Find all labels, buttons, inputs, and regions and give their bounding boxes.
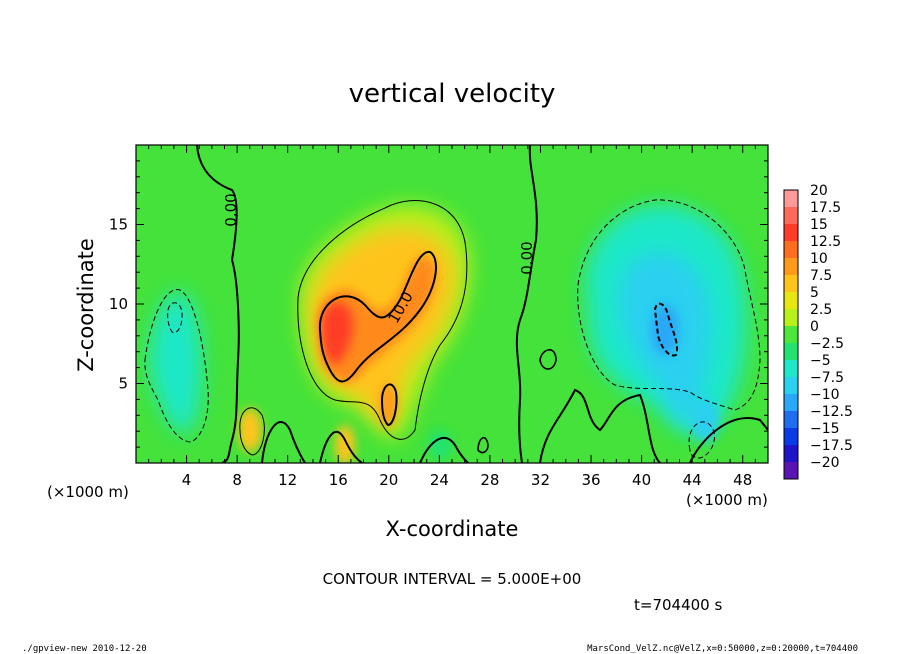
- contour-ten: [318, 251, 437, 383]
- contour-zero-bottom-2: [689, 417, 768, 463]
- colorbar-label: −2.5: [810, 336, 844, 352]
- colorbar-label: 7.5: [810, 268, 832, 284]
- z-tick-label: 5: [118, 375, 128, 393]
- x-tick-label: 40: [632, 471, 651, 489]
- colorbar-swatch: [784, 343, 798, 360]
- z-tick-label: 15: [109, 216, 128, 234]
- colorbar-label: 0: [810, 319, 819, 335]
- x-tick-label: 32: [531, 471, 550, 489]
- contour-neg-ten-east: [653, 302, 678, 357]
- x-tick-label: 28: [480, 471, 499, 489]
- colorbar-swatch: [784, 241, 798, 258]
- x-tick-label: 48: [733, 471, 752, 489]
- plot-area: 0.00 0.00 10.0: [136, 145, 768, 463]
- colorbar-label: −17.5: [810, 438, 853, 454]
- colorbar-frame: [783, 189, 799, 480]
- x-tick-label: 16: [329, 471, 348, 489]
- y-axis-label: Z-coordinate: [74, 238, 98, 372]
- x-tick-label: 36: [581, 471, 600, 489]
- colorbar-label: −7.5: [810, 370, 844, 386]
- downdraft-east-lower: [691, 398, 719, 442]
- contour-zero-base-mid: [319, 430, 363, 463]
- contour-neg-ten-west: [167, 302, 183, 334]
- colorbar-swatch: [784, 207, 798, 224]
- chart-title: vertical velocity: [349, 79, 556, 109]
- contour-zero-loop-2: [539, 349, 557, 370]
- colorbar-swatch: [784, 462, 798, 479]
- colorbar-label: 20: [810, 183, 828, 199]
- contour-zero-right: [515, 145, 538, 463]
- z-tick-label: 10: [109, 295, 128, 313]
- colorbar-label: 10: [810, 251, 828, 267]
- downdraft-field: [149, 204, 747, 460]
- x-tick-label: 4: [182, 471, 192, 489]
- contour-ten-small: [380, 383, 398, 427]
- updraft-core: [321, 302, 353, 365]
- colorbar-swatch: [784, 445, 798, 462]
- colorbar-swatch: [784, 428, 798, 445]
- z-axis: 5 10 15: [109, 160, 768, 448]
- footer-right: MarsCond_VelZ.nc@VelZ,x=0:50000,z=0:2000…: [587, 644, 858, 654]
- contour-label-left: 0.00: [222, 193, 240, 226]
- contour-zero-base-left: [261, 421, 306, 463]
- x-tick-label: 44: [683, 471, 702, 489]
- small-updraft-3: [335, 425, 355, 463]
- x-tick-label: 24: [430, 471, 449, 489]
- contour-interval-text: CONTOUR INTERVAL = 5.000E+00: [323, 570, 582, 588]
- colorbar-label: 17.5: [810, 200, 841, 216]
- x-unit-label-right: (×1000 m): [686, 491, 768, 509]
- contour-zero-left: [196, 145, 240, 463]
- colorbar-swatch: [784, 190, 798, 207]
- time-text: t=704400 s: [634, 596, 722, 614]
- colorbar-label: 12.5: [810, 234, 841, 250]
- colorbar-label: −10: [810, 387, 840, 403]
- x-axis: 4 8 12 16 20 24 28 32 36 40 44 48: [148, 145, 756, 489]
- colorbar-swatch: [784, 394, 798, 411]
- colorbar-swatch: [784, 360, 798, 377]
- contour-neg-five-west: [144, 289, 209, 443]
- x-tick-label: 20: [379, 471, 398, 489]
- colorbar-swatch: [784, 258, 798, 275]
- contour-five: [297, 200, 468, 440]
- colorbar: 2017.51512.5107.552.50−2.5−5−7.5−10−12.5…: [783, 183, 853, 480]
- x-unit-label-left: (×1000 m): [47, 483, 129, 501]
- colorbar-swatch: [784, 326, 798, 343]
- colorbar-label: −15: [810, 421, 840, 437]
- footer-left: ./gpview-new 2010-12-20: [22, 644, 147, 654]
- colorbar-swatch: [784, 411, 798, 428]
- small-updraft: [238, 408, 262, 452]
- contour-zero-bottom: [539, 388, 661, 463]
- colorbar-label: −5: [810, 353, 831, 369]
- x-tick-label: 8: [232, 471, 242, 489]
- colorbar-label: 5: [810, 285, 819, 301]
- downdraft-east-core: [651, 304, 679, 356]
- x-tick-label: 12: [278, 471, 297, 489]
- contour-neg-five-east: [577, 199, 761, 411]
- negative-contours: [144, 199, 761, 459]
- colorbar-label: 2.5: [810, 302, 832, 318]
- contour-five-small: [239, 407, 265, 456]
- contour-zero-loop: [477, 436, 489, 454]
- contours: [144, 145, 768, 463]
- x-axis-label: X-coordinate: [386, 517, 519, 541]
- colorbar-swatch: [784, 275, 798, 292]
- colorbar-swatch: [784, 377, 798, 394]
- contour-neg-five-east-2: [688, 421, 715, 459]
- colorbar-swatch: [784, 292, 798, 309]
- contour-label-right: 0.00: [518, 241, 536, 274]
- colorbar-label: −20: [810, 455, 840, 471]
- colorbar-label: 15: [810, 217, 828, 233]
- colorbar-label: −12.5: [810, 404, 853, 420]
- colorbar-swatch: [784, 309, 798, 326]
- downdraft-west: [149, 292, 202, 434]
- colorbar-swatch: [784, 224, 798, 241]
